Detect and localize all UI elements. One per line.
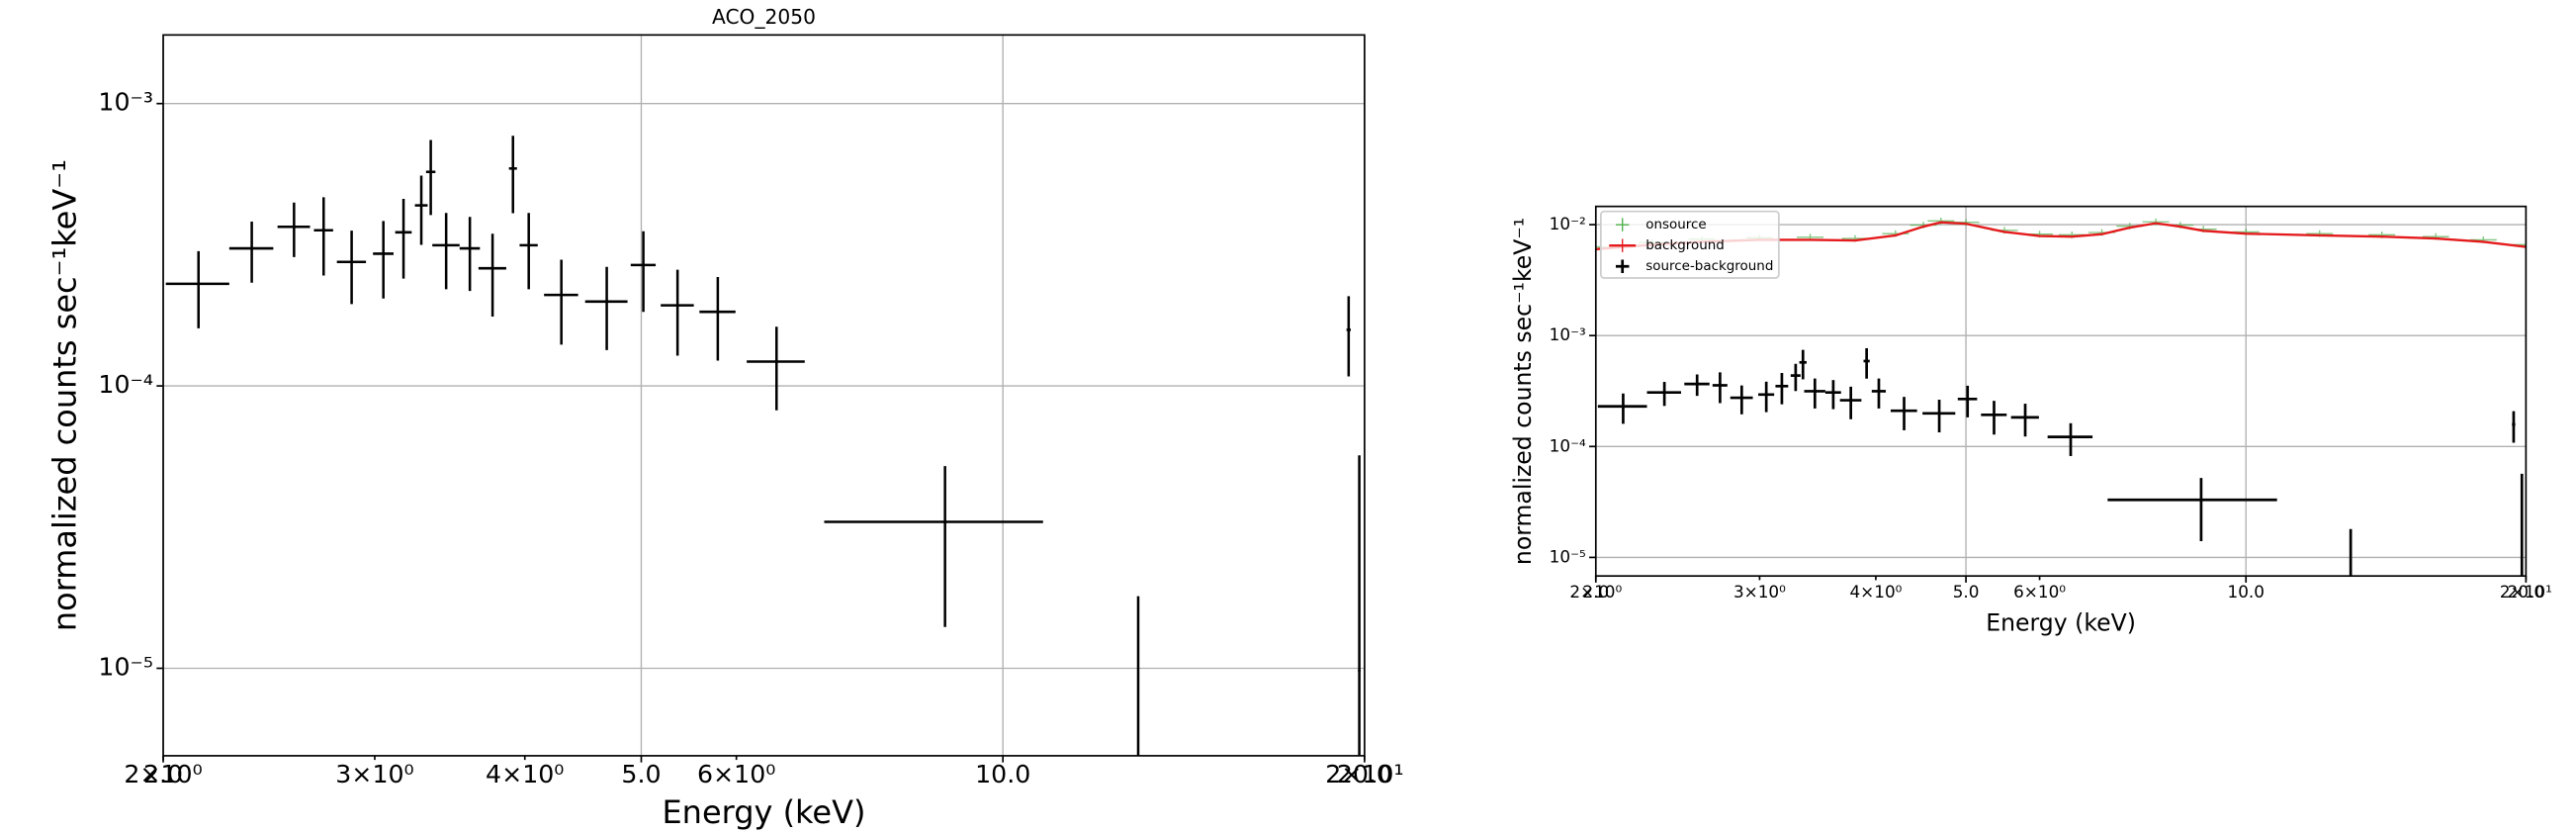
legend-marker xyxy=(1615,218,1630,232)
x-minor-tick-label: 6×10⁰ xyxy=(697,760,775,788)
x-minor-tick-label: 6×10⁰ xyxy=(2013,582,2066,602)
x-tick-label: 20.0 xyxy=(1337,760,1392,788)
y-tick-label: 10⁻⁴ xyxy=(1550,435,1586,455)
x-tick-label: 2.0 xyxy=(1582,582,1609,602)
legend-marker xyxy=(1615,238,1630,252)
y-tick-label: 10⁻⁴ xyxy=(98,370,153,399)
y-tick-label: 10⁻⁵ xyxy=(98,652,153,681)
y-tick-label: 10⁻³ xyxy=(98,88,153,117)
legend-label: source-background xyxy=(1645,259,1773,274)
x-minor-tick-label: 2×10¹ xyxy=(2500,582,2552,602)
legend-label: background xyxy=(1645,238,1725,253)
chart-title: ACO_2050 xyxy=(712,5,816,29)
y-tick-label: 10⁻⁵ xyxy=(1550,546,1586,566)
y-axis-label: normalized counts sec⁻¹keV⁻¹ xyxy=(1509,218,1537,565)
x-minor-tick-label: 4×10⁰ xyxy=(486,760,564,788)
x-minor-tick-label: 2×10⁰ xyxy=(1569,582,1622,602)
plot-area xyxy=(165,136,1361,756)
x-axis-label: Energy (keV) xyxy=(1986,608,2136,636)
x-tick-label: 20.0 xyxy=(2508,582,2544,602)
y-tick-label: 10⁻² xyxy=(1550,214,1586,233)
axes-frame xyxy=(1594,205,2528,578)
x-minor-tick-label: 2×10⁰ xyxy=(124,760,202,788)
x-tick-label: 10.0 xyxy=(975,760,1030,788)
legend-box xyxy=(1599,210,1780,279)
x-tick-label: 2.0 xyxy=(143,760,183,788)
x-axis-label: Energy (keV) xyxy=(662,793,865,831)
legend-label: onsource xyxy=(1645,218,1706,232)
onsource-point xyxy=(2512,240,2527,248)
x-tick-label: 5.0 xyxy=(621,760,661,788)
x-minor-tick-label: 3×10⁰ xyxy=(1733,582,1786,602)
y-axis-label: normalized counts sec⁻¹keV⁻¹ xyxy=(45,159,83,631)
x-minor-tick-label: 2×10¹ xyxy=(1325,760,1403,788)
axes-frame xyxy=(162,34,1366,757)
x-minor-tick-label: 3×10⁰ xyxy=(335,760,413,788)
y-tick-label: 10⁻³ xyxy=(1550,324,1586,344)
x-tick-label: 10.0 xyxy=(2228,582,2265,602)
legend-marker xyxy=(1615,259,1630,273)
x-minor-tick-label: 4×10⁰ xyxy=(1849,582,1902,602)
plot-area xyxy=(1595,217,2527,577)
x-tick-label: 5.0 xyxy=(1953,582,1980,602)
background-line xyxy=(1595,221,2527,251)
